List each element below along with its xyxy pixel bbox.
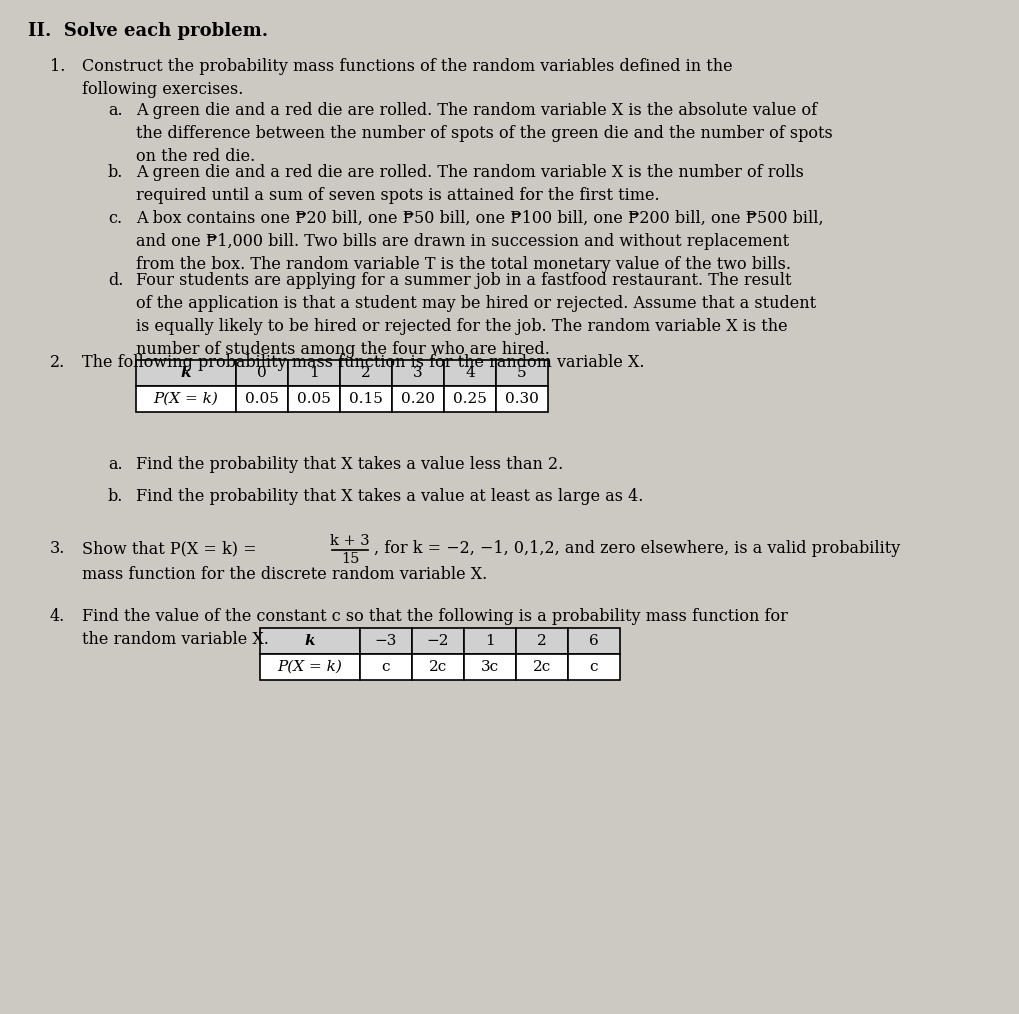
Text: −3: −3 <box>374 634 396 648</box>
Bar <box>235 386 287 412</box>
Text: 0.15: 0.15 <box>348 392 382 406</box>
Bar <box>287 386 339 412</box>
Text: 3c: 3c <box>481 660 498 674</box>
Bar <box>443 386 495 412</box>
Text: 1.: 1. <box>50 58 65 75</box>
Text: b.: b. <box>108 164 123 182</box>
Text: c: c <box>381 660 390 674</box>
Bar <box>339 360 391 386</box>
Text: 2: 2 <box>361 366 371 380</box>
Text: 4.: 4. <box>50 608 65 625</box>
Text: A green die and a red die are rolled. The random variable X is the number of rol: A green die and a red die are rolled. Th… <box>136 164 803 204</box>
Bar <box>260 628 360 654</box>
Text: 1: 1 <box>485 634 494 648</box>
Text: Find the value of the constant c so that the following is a probability mass fun: Find the value of the constant c so that… <box>82 608 787 648</box>
Text: Find the probability that X takes a value at least as large as 4.: Find the probability that X takes a valu… <box>136 488 643 505</box>
Text: P(X = k): P(X = k) <box>154 392 218 406</box>
Text: II.  Solve each problem.: II. Solve each problem. <box>28 22 268 40</box>
Bar <box>136 360 235 386</box>
Text: 0.20: 0.20 <box>400 392 434 406</box>
Text: k + 3: k + 3 <box>330 534 370 548</box>
Bar <box>443 360 495 386</box>
Text: 6: 6 <box>589 634 598 648</box>
Bar <box>391 360 443 386</box>
Bar <box>360 628 412 654</box>
Text: b.: b. <box>108 488 123 505</box>
Text: k: k <box>305 634 315 648</box>
Text: k: k <box>180 366 192 380</box>
Text: a.: a. <box>108 456 122 473</box>
Text: 2c: 2c <box>428 660 446 674</box>
Text: 0.05: 0.05 <box>245 392 278 406</box>
Bar <box>260 654 360 680</box>
Bar <box>568 654 620 680</box>
Text: 2c: 2c <box>532 660 550 674</box>
Bar <box>235 360 287 386</box>
Bar <box>495 386 547 412</box>
Text: d.: d. <box>108 272 123 289</box>
Text: 15: 15 <box>340 552 359 566</box>
Bar <box>568 628 620 654</box>
Text: 2: 2 <box>537 634 546 648</box>
Text: 0.25: 0.25 <box>452 392 486 406</box>
Text: c.: c. <box>108 210 122 227</box>
Text: a.: a. <box>108 102 122 119</box>
Text: 0.05: 0.05 <box>297 392 330 406</box>
Bar <box>495 360 547 386</box>
Text: 5: 5 <box>517 366 526 380</box>
Bar <box>516 628 568 654</box>
Text: Four students are applying for a summer job in a fastfood restaurant. The result: Four students are applying for a summer … <box>136 272 815 358</box>
Text: 3: 3 <box>413 366 423 380</box>
Text: 3.: 3. <box>50 540 65 557</box>
Text: A green die and a red die are rolled. The random variable X is the absolute valu: A green die and a red die are rolled. Th… <box>136 102 832 164</box>
Text: A box contains one ₱20 bill, one ₱50 bill, one ₱100 bill, one ₱200 bill, one ₱50: A box contains one ₱20 bill, one ₱50 bil… <box>136 210 822 273</box>
Bar <box>412 654 464 680</box>
Text: 1: 1 <box>309 366 319 380</box>
Bar <box>391 386 443 412</box>
Bar <box>464 654 516 680</box>
Bar <box>136 386 235 412</box>
Text: The following probability mass function is for the random variable X.: The following probability mass function … <box>82 354 644 371</box>
Bar <box>339 386 391 412</box>
Text: , for k = −2, −1, 0,1,2, and zero elsewhere, is a valid probability: , for k = −2, −1, 0,1,2, and zero elsewh… <box>374 540 900 557</box>
Text: Find the probability that X takes a value less than 2.: Find the probability that X takes a valu… <box>136 456 562 473</box>
Bar <box>412 628 464 654</box>
Text: 4: 4 <box>465 366 475 380</box>
Text: c: c <box>589 660 598 674</box>
Bar <box>287 360 339 386</box>
Bar <box>360 654 412 680</box>
Text: 0: 0 <box>257 366 267 380</box>
Bar <box>464 628 516 654</box>
Bar <box>516 654 568 680</box>
Text: 2.: 2. <box>50 354 65 371</box>
Text: 0.30: 0.30 <box>504 392 538 406</box>
Text: −2: −2 <box>426 634 448 648</box>
Text: mass function for the discrete random variable X.: mass function for the discrete random va… <box>82 566 487 583</box>
Text: P(X = k): P(X = k) <box>277 660 342 674</box>
Text: Show that P(X = k) =: Show that P(X = k) = <box>82 540 262 557</box>
Text: Construct the probability mass functions of the random variables defined in the
: Construct the probability mass functions… <box>82 58 732 97</box>
